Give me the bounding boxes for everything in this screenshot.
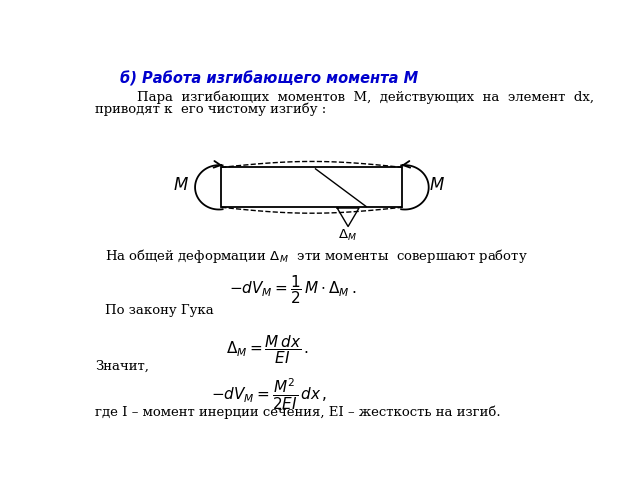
Text: где I – момент инерции сечения, EI – жесткость на изгиб.: где I – момент инерции сечения, EI – жес…	[95, 406, 500, 419]
Bar	[221, 168, 403, 207]
Text: $\Delta_M = \dfrac{M\,dx}{EI}\,.$: $\Delta_M = \dfrac{M\,dx}{EI}\,.$	[227, 334, 309, 366]
Text: По закону Гука: По закону Гука	[105, 304, 214, 317]
Text: $-dV_M = \dfrac{M^2}{2EI}\,dx\,,$: $-dV_M = \dfrac{M^2}{2EI}\,dx\,,$	[211, 376, 328, 412]
Text: приводят к  его чистому изгибу :: приводят к его чистому изгибу :	[95, 103, 326, 116]
Text: Пара  изгибающих  моментов  M,  действующих  на  элемент  dx,: Пара изгибающих моментов M, действующих …	[120, 90, 594, 104]
Text: $M$: $M$	[173, 177, 189, 194]
Text: $-dV_M = \dfrac{1}{2}\,M \cdot \Delta_M\,.$: $-dV_M = \dfrac{1}{2}\,M \cdot \Delta_M\…	[229, 274, 356, 306]
Text: Значит,: Значит,	[95, 360, 148, 372]
Text: На общей деформации $\Delta_{\,M}$  эти моменты  совершают работу: На общей деформации $\Delta_{\,M}$ эти м…	[105, 247, 527, 265]
Text: $M$: $M$	[429, 177, 445, 194]
Text: $\Delta_M$: $\Delta_M$	[338, 228, 356, 243]
Text: б) Работа изгибающего момента М: б) Работа изгибающего момента М	[120, 72, 418, 87]
